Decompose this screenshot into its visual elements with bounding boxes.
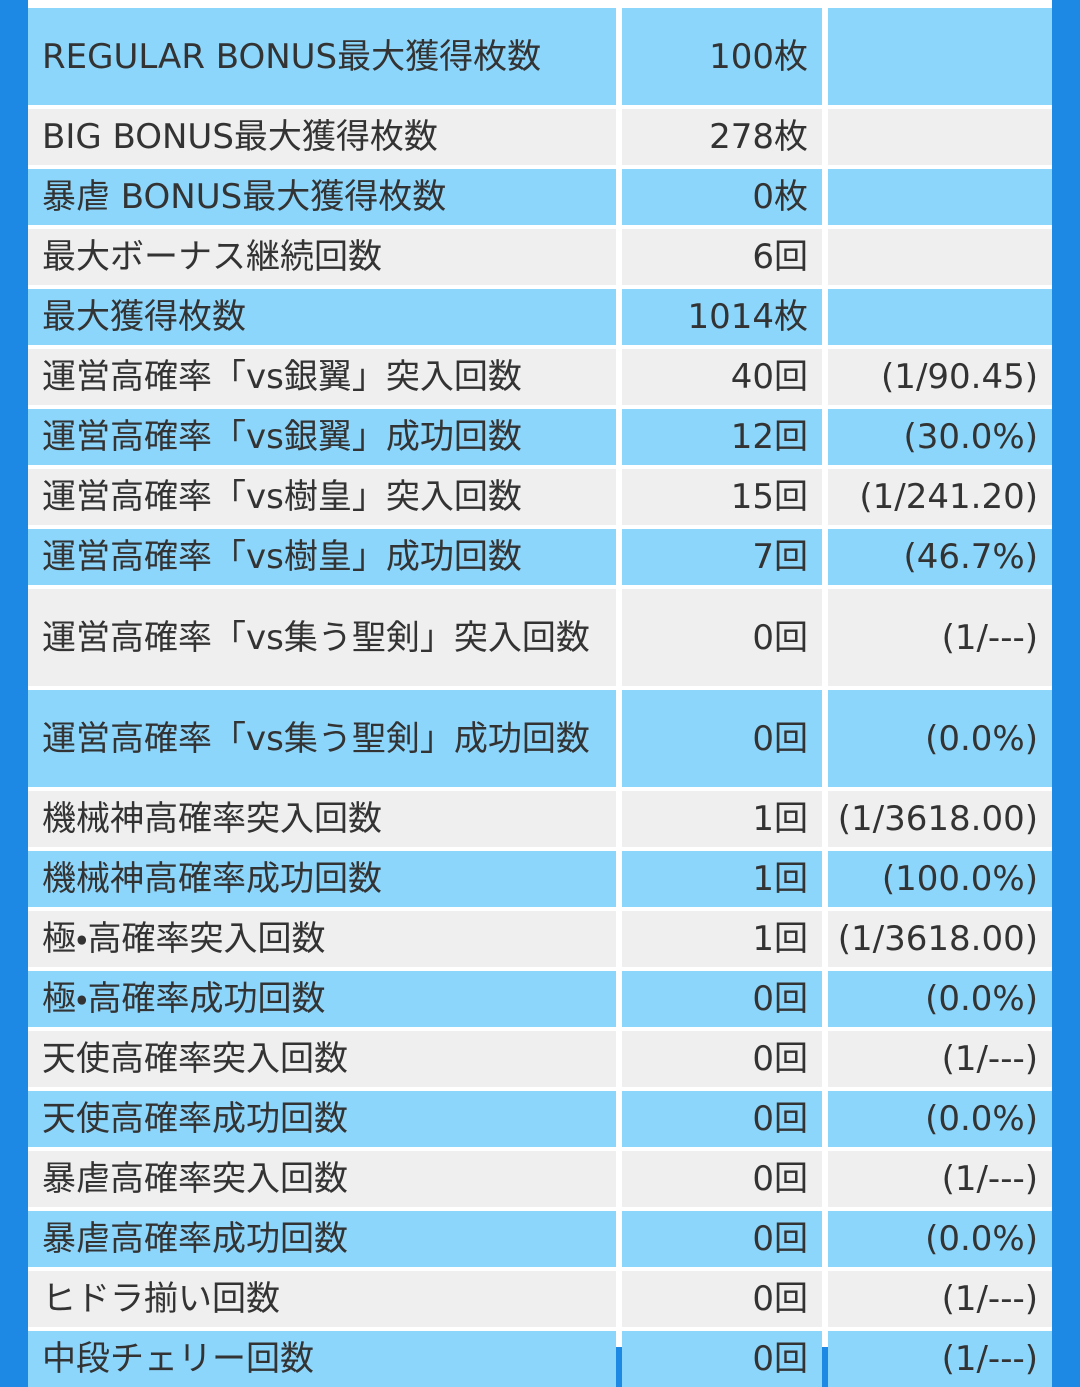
- empty-cell: [828, 169, 1052, 225]
- row-count: 0回: [622, 589, 822, 686]
- row-count: 0回: [622, 971, 822, 1027]
- row-count: 15回: [622, 469, 822, 525]
- row-ratio: (0.0%): [828, 1091, 1052, 1147]
- row-ratio: (0.0%): [828, 690, 1052, 787]
- row-ratio: (1/---): [828, 1331, 1052, 1387]
- row-ratio: (1/241.20): [828, 469, 1052, 525]
- stats-table: REGULAR BONUS最大獲得枚数 100枚 BIG BONUS最大獲得枚数 27…: [28, 0, 1052, 1387]
- row-label: 天使高確率成功回数: [28, 1091, 616, 1147]
- row-count: 6回: [622, 229, 822, 285]
- row-count: 0回: [622, 1151, 822, 1207]
- empty-cell: [828, 8, 1052, 105]
- row-count: 278枚: [622, 109, 822, 165]
- empty-cell: [828, 109, 1052, 165]
- row-label: 機械神高確率突入回数: [28, 791, 616, 847]
- row-label: 運営高確率「vs銀翼」成功回数: [28, 409, 616, 465]
- row-label: 極・高確率突入回数: [28, 911, 616, 967]
- row-ratio: (1/---): [828, 1151, 1052, 1207]
- row-count: 0回: [622, 1331, 822, 1387]
- row-ratio: (1/3618.00): [828, 791, 1052, 847]
- row-count: 0枚: [622, 169, 822, 225]
- row-ratio: (0.0%): [828, 1211, 1052, 1267]
- row-label: 天使高確率突入回数: [28, 1031, 616, 1087]
- row-count: 12回: [622, 409, 822, 465]
- row-count: 40回: [622, 349, 822, 405]
- empty-cell: [828, 289, 1052, 345]
- row-count: 0回: [622, 690, 822, 787]
- row-ratio: (30.0%): [828, 409, 1052, 465]
- row-label: 暴虐 BONUS最大獲得枚数: [28, 169, 616, 225]
- row-label: 運営高確率「vs樹皇」成功回数: [28, 529, 616, 585]
- row-count: 0回: [622, 1031, 822, 1087]
- row-ratio: (100.0%): [828, 851, 1052, 907]
- row-label: 極・高確率成功回数: [28, 971, 616, 1027]
- row-label: 運営高確率「vs集う聖剣」成功回数: [28, 690, 616, 787]
- row-ratio: (1/---): [828, 589, 1052, 686]
- row-label: 最大ボーナス継続回数: [28, 229, 616, 285]
- row-ratio: (1/3618.00): [828, 911, 1052, 967]
- row-label: 最大獲得枚数: [28, 289, 616, 345]
- empty-cell: [828, 229, 1052, 285]
- row-count: 100枚: [622, 8, 822, 105]
- row-label: ヒドラ揃い回数: [28, 1271, 616, 1327]
- row-label: BIG BONUS最大獲得枚数: [28, 109, 616, 165]
- row-label: REGULAR BONUS最大獲得枚数: [28, 8, 616, 105]
- row-label: 運営高確率「vs集う聖剣」突入回数: [28, 589, 616, 686]
- row-count: 0回: [622, 1091, 822, 1147]
- row-count: 1014枚: [622, 289, 822, 345]
- row-count: 1回: [622, 911, 822, 967]
- row-label: 運営高確率「vs銀翼」突入回数: [28, 349, 616, 405]
- screen: REGULAR BONUS最大獲得枚数 100枚 BIG BONUS最大獲得枚数 27…: [28, 0, 1052, 1387]
- row-label: 運営高確率「vs樹皇」突入回数: [28, 469, 616, 525]
- row-ratio: (1/---): [828, 1271, 1052, 1327]
- row-label: 暴虐高確率突入回数: [28, 1151, 616, 1207]
- row-label: 中段チェリー回数: [28, 1331, 616, 1387]
- row-count: 7回: [622, 529, 822, 585]
- row-count: 1回: [622, 791, 822, 847]
- row-label: 機械神高確率成功回数: [28, 851, 616, 907]
- row-count: 1回: [622, 851, 822, 907]
- row-label: 暴虐高確率成功回数: [28, 1211, 616, 1267]
- row-count: 0回: [622, 1271, 822, 1327]
- row-ratio: (1/90.45): [828, 349, 1052, 405]
- row-count: 0回: [622, 1211, 822, 1267]
- row-ratio: (1/---): [828, 1031, 1052, 1087]
- row-ratio: (46.7%): [828, 529, 1052, 585]
- row-ratio: (0.0%): [828, 971, 1052, 1027]
